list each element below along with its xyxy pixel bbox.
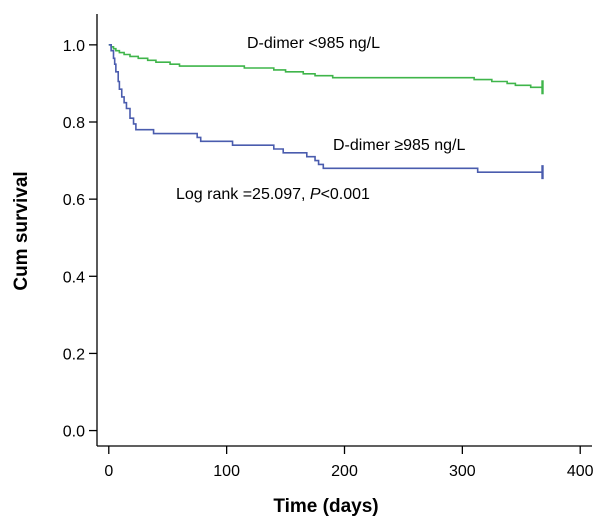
y-tick-label-1.0: 1.0 — [63, 38, 85, 55]
x-tick-label-100: 100 — [213, 463, 240, 480]
survival-curve-high-ddimer — [108, 44, 543, 173]
series-layer — [108, 44, 544, 180]
y-tick-label-0.0: 0.0 — [63, 424, 85, 441]
survival-curve-low-ddimer — [108, 44, 543, 89]
log-rank-statistic: Log rank =25.097, — [176, 186, 310, 203]
p-value: <0.001 — [321, 186, 370, 203]
x-tick-label-400: 400 — [567, 463, 594, 480]
axis-ticks: 0.0 0.2 0.4 0.6 0.8 1.0 0 100 200 300 400 — [63, 38, 594, 480]
y-tick-label-0.8: 0.8 — [63, 115, 85, 132]
y-tick-label-0.4: 0.4 — [63, 269, 85, 286]
x-tick-label-0: 0 — [104, 463, 113, 480]
p-symbol: P — [310, 186, 321, 203]
y-tick-label-0.6: 0.6 — [63, 192, 85, 209]
x-tick-label-300: 300 — [449, 463, 476, 480]
x-axis-title: Time (days) — [273, 496, 378, 517]
x-tick-label-200: 200 — [331, 463, 358, 480]
annotation-low-ddimer: D-dimer <985 ng/L — [247, 35, 380, 52]
y-axis-title: Cum survival — [11, 171, 32, 290]
annotation-log-rank: Log rank =25.097, P<0.001 — [176, 186, 370, 203]
y-tick-label-0.2: 0.2 — [63, 346, 85, 363]
annotation-high-ddimer: D-dimer ≥985 ng/L — [333, 137, 466, 154]
